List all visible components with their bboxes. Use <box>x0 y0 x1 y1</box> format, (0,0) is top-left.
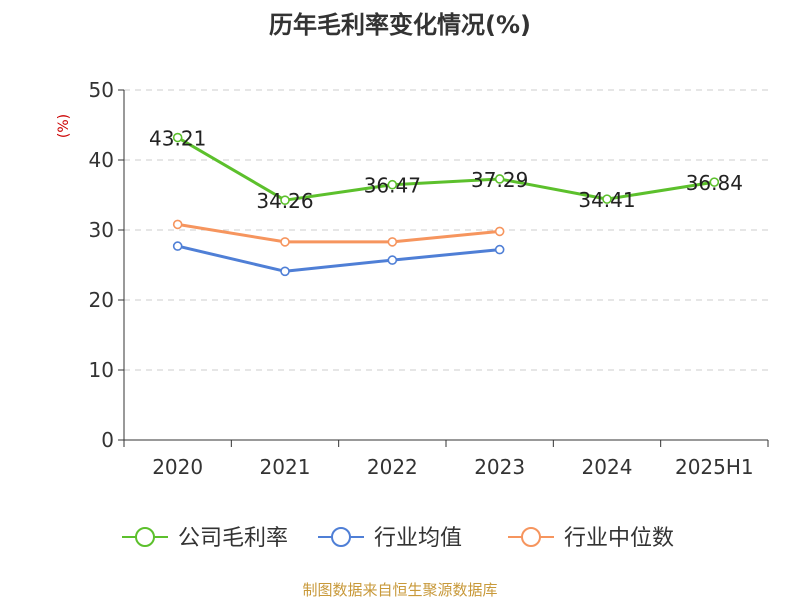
data-label: 34.41 <box>578 188 635 212</box>
legend-item-0[interactable]: 公司毛利率 <box>122 526 288 551</box>
legend-label: 公司毛利率 <box>178 526 288 551</box>
y-tick-label: 30 <box>89 218 114 242</box>
data-point[interactable] <box>602 194 612 204</box>
legend-label: 行业均值 <box>374 526 462 551</box>
legend-label: 行业中位数 <box>564 526 674 551</box>
y-tick-label: 40 <box>89 148 114 172</box>
data-label: 36.47 <box>364 174 421 198</box>
y-tick-label: 0 <box>101 428 114 452</box>
x-tick-label: 2025H1 <box>675 455 754 479</box>
grid-lines <box>124 89 768 371</box>
y-axis-label: (%) <box>56 114 72 138</box>
legend-swatch-marker <box>135 527 155 547</box>
data-point[interactable] <box>280 266 290 277</box>
data-point[interactable] <box>709 177 720 187</box>
series-line-0 <box>176 136 716 202</box>
series-line-1 <box>176 244 502 273</box>
legend-item-1[interactable]: 行业均值 <box>318 526 462 551</box>
axes: 0 10 20 30 40 50 2020 2021 2022 2023 2024 2025H1 <box>89 78 769 479</box>
data-point[interactable] <box>494 244 505 255</box>
y-tick-label: 20 <box>89 288 114 312</box>
data-label: 34.26 <box>256 189 313 213</box>
x-tick-label: 2021 <box>260 455 311 479</box>
data-point[interactable] <box>172 132 183 143</box>
data-label: 43.21 <box>149 127 206 151</box>
chart-title: 历年毛利率变化情况(%) <box>269 11 531 39</box>
data-point[interactable] <box>280 237 290 247</box>
data-point[interactable] <box>387 237 398 247</box>
x-tick-label: 2020 <box>152 455 203 479</box>
legend[interactable]: 公司毛利率 行业均值 行业中位数 <box>122 526 674 551</box>
series-line-2 <box>176 222 502 244</box>
source-note: 制图数据来自恒生聚源数据库 <box>302 581 497 599</box>
data-point[interactable] <box>494 174 505 184</box>
x-tick-label: 2022 <box>367 455 418 479</box>
y-tick-label: 50 <box>89 78 114 102</box>
data-point[interactable] <box>280 195 290 205</box>
data-labels: 43.21 34.26 36.47 37.29 34.41 36.84 <box>149 127 743 214</box>
data-point[interactable] <box>172 241 183 251</box>
legend-swatch-marker <box>521 527 541 547</box>
data-point[interactable] <box>172 219 183 230</box>
x-tick-label: 2024 <box>582 455 633 479</box>
data-point[interactable] <box>494 226 505 237</box>
data-label: 36.84 <box>686 171 743 195</box>
legend-swatch-marker <box>331 527 351 547</box>
data-point[interactable] <box>387 179 398 190</box>
data-point[interactable] <box>387 255 398 265</box>
x-tick-label: 2023 <box>474 455 525 479</box>
y-tick-label: 10 <box>89 358 114 382</box>
series-layer <box>172 132 720 277</box>
data-label: 37.29 <box>471 168 528 192</box>
legend-item-2[interactable]: 行业中位数 <box>508 526 674 551</box>
